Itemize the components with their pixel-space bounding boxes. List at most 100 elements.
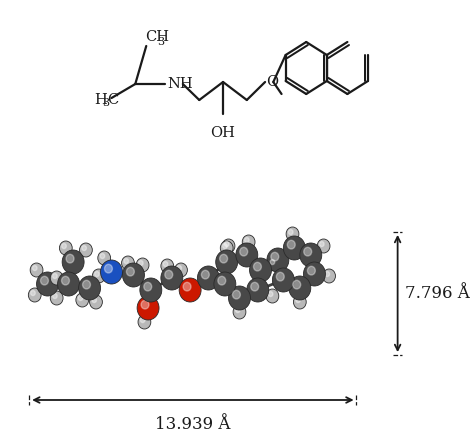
Text: H: H xyxy=(94,93,107,107)
Circle shape xyxy=(62,243,66,249)
Circle shape xyxy=(247,278,269,302)
Circle shape xyxy=(220,241,233,255)
Circle shape xyxy=(50,271,63,285)
Circle shape xyxy=(236,307,240,312)
Circle shape xyxy=(90,295,102,309)
Circle shape xyxy=(136,258,149,272)
Circle shape xyxy=(201,270,210,279)
Circle shape xyxy=(296,298,301,303)
Circle shape xyxy=(177,266,182,271)
Circle shape xyxy=(50,291,63,305)
Circle shape xyxy=(223,243,227,249)
Circle shape xyxy=(144,282,152,291)
Circle shape xyxy=(161,266,183,290)
Circle shape xyxy=(62,276,69,285)
Text: CH: CH xyxy=(146,30,169,44)
Circle shape xyxy=(100,260,122,284)
Circle shape xyxy=(286,227,299,241)
Circle shape xyxy=(78,295,83,300)
Circle shape xyxy=(293,280,301,289)
Circle shape xyxy=(308,266,315,275)
Circle shape xyxy=(283,236,305,260)
Circle shape xyxy=(242,235,255,249)
Circle shape xyxy=(137,296,159,320)
Text: 13.939 Å: 13.939 Å xyxy=(155,416,230,433)
Circle shape xyxy=(288,230,293,235)
Circle shape xyxy=(270,259,275,265)
Circle shape xyxy=(219,255,228,263)
Circle shape xyxy=(293,295,306,309)
Circle shape xyxy=(82,280,91,289)
Circle shape xyxy=(80,243,92,257)
Circle shape xyxy=(289,276,311,300)
Circle shape xyxy=(267,248,289,272)
Circle shape xyxy=(245,238,249,243)
Circle shape xyxy=(141,300,149,309)
Circle shape xyxy=(276,272,284,281)
Circle shape xyxy=(100,254,105,259)
Circle shape xyxy=(161,259,173,273)
Circle shape xyxy=(174,263,187,277)
Circle shape xyxy=(30,263,43,277)
Circle shape xyxy=(104,264,112,273)
Circle shape xyxy=(36,272,58,296)
Circle shape xyxy=(216,250,237,274)
Circle shape xyxy=(66,255,74,263)
Circle shape xyxy=(82,246,86,251)
Circle shape xyxy=(57,272,80,296)
Circle shape xyxy=(317,239,330,253)
Circle shape xyxy=(232,290,240,299)
Text: C: C xyxy=(107,93,118,107)
Circle shape xyxy=(31,291,35,295)
Circle shape xyxy=(165,270,173,279)
Circle shape xyxy=(62,250,84,274)
Circle shape xyxy=(138,260,143,266)
Circle shape xyxy=(163,262,168,267)
Circle shape xyxy=(323,269,336,283)
Circle shape xyxy=(254,262,261,271)
Circle shape xyxy=(98,251,110,265)
Circle shape xyxy=(236,243,258,267)
Circle shape xyxy=(28,288,41,302)
Circle shape xyxy=(218,276,226,285)
Circle shape xyxy=(228,286,250,310)
Circle shape xyxy=(59,241,72,255)
Circle shape xyxy=(251,282,259,291)
Circle shape xyxy=(287,240,295,249)
Text: OH: OH xyxy=(210,126,236,140)
Circle shape xyxy=(183,282,191,291)
Circle shape xyxy=(124,259,128,263)
Circle shape xyxy=(304,247,312,256)
Circle shape xyxy=(240,247,248,256)
Circle shape xyxy=(222,239,235,253)
Circle shape xyxy=(138,315,151,329)
Circle shape xyxy=(319,242,324,247)
Circle shape xyxy=(224,242,229,247)
Circle shape xyxy=(325,271,329,276)
Circle shape xyxy=(79,276,100,300)
Circle shape xyxy=(266,289,279,303)
Circle shape xyxy=(122,263,145,287)
Circle shape xyxy=(273,268,294,292)
Text: 3: 3 xyxy=(102,98,109,108)
Circle shape xyxy=(268,291,273,296)
Circle shape xyxy=(76,293,89,307)
Circle shape xyxy=(140,318,145,323)
Circle shape xyxy=(268,257,281,271)
Circle shape xyxy=(300,243,322,267)
Circle shape xyxy=(303,262,326,286)
Circle shape xyxy=(127,267,134,276)
Circle shape xyxy=(249,258,272,282)
Circle shape xyxy=(271,252,279,261)
Text: NH: NH xyxy=(167,77,193,91)
Circle shape xyxy=(179,278,201,302)
Circle shape xyxy=(92,269,105,283)
Circle shape xyxy=(198,266,219,290)
Circle shape xyxy=(40,276,48,285)
Circle shape xyxy=(32,266,37,271)
Circle shape xyxy=(92,298,97,303)
Circle shape xyxy=(140,278,162,302)
Text: 7.796 Å: 7.796 Å xyxy=(405,285,470,302)
Circle shape xyxy=(233,305,246,319)
Circle shape xyxy=(53,274,57,279)
